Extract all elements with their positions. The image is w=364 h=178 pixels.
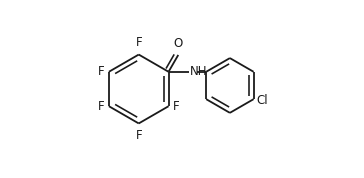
Text: F: F bbox=[98, 100, 104, 113]
Text: NH: NH bbox=[190, 65, 207, 78]
Text: F: F bbox=[135, 36, 142, 49]
Text: Cl: Cl bbox=[257, 94, 268, 107]
Text: F: F bbox=[98, 65, 104, 78]
Text: F: F bbox=[135, 129, 142, 142]
Text: O: O bbox=[174, 37, 183, 50]
Text: F: F bbox=[173, 100, 179, 113]
